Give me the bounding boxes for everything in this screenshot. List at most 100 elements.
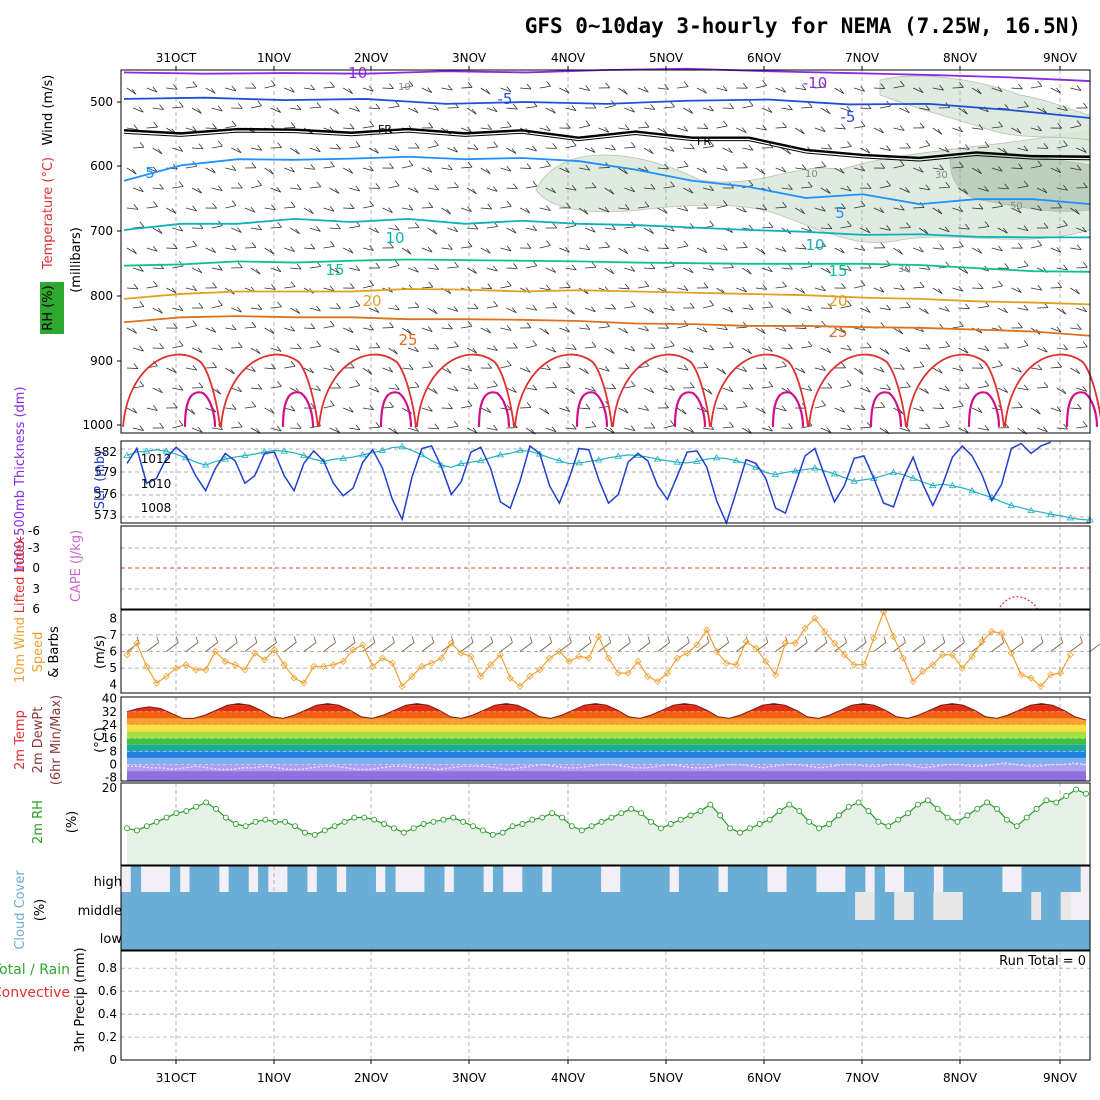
cloud-high-cell bbox=[355, 866, 367, 892]
wind-barb-flag bbox=[1042, 346, 1048, 353]
wind-barb bbox=[211, 347, 223, 351]
wind-barb bbox=[918, 387, 929, 394]
wind-barb bbox=[643, 107, 655, 110]
rh2m-marker bbox=[390, 825, 397, 832]
wind-barb-flag bbox=[218, 265, 223, 271]
wind10-barb bbox=[893, 642, 906, 652]
thickness-marker bbox=[536, 450, 544, 457]
wind-barb-flag bbox=[689, 347, 694, 353]
wind-barb-flag bbox=[153, 405, 158, 411]
cloud-low-cell bbox=[806, 920, 817, 950]
wind10-barb bbox=[696, 642, 710, 652]
wind-barb bbox=[991, 285, 1003, 289]
wind-barb-flag bbox=[800, 367, 806, 374]
cloud-mid-cell bbox=[943, 892, 954, 920]
wind-barb-flag bbox=[428, 202, 434, 208]
wind10-marker bbox=[575, 652, 583, 661]
wind10-barb bbox=[598, 642, 611, 652]
wind-barb-flag bbox=[375, 421, 381, 428]
wind-barb-flag bbox=[604, 206, 610, 213]
wind-barb-flag bbox=[197, 426, 203, 433]
wind-barb bbox=[500, 126, 512, 129]
wind-barb bbox=[801, 425, 813, 429]
rh2m-marker bbox=[262, 816, 269, 823]
wind-barb-flag bbox=[485, 168, 491, 174]
wind-barb-flag bbox=[257, 180, 262, 186]
contour-label: 25 bbox=[398, 331, 417, 349]
wind-barb-flag bbox=[178, 101, 184, 108]
wind-barb-flag bbox=[748, 224, 754, 231]
wind-barb-flag bbox=[709, 344, 715, 351]
wind-barb bbox=[860, 307, 871, 313]
wind-barb-flag bbox=[644, 245, 649, 252]
wind-barb bbox=[938, 147, 950, 153]
wind-barb bbox=[402, 165, 413, 169]
wind10-barb-flag bbox=[156, 636, 160, 643]
wind-barb bbox=[716, 247, 728, 251]
rh2m-marker bbox=[776, 808, 783, 815]
wind-barb-flag bbox=[231, 165, 237, 171]
wind-barb-flag bbox=[492, 106, 498, 113]
wind10-marker bbox=[221, 657, 229, 666]
wind-barb-flag bbox=[139, 141, 145, 148]
wind-barb bbox=[938, 387, 950, 392]
wind10-tick-label: 5 bbox=[109, 661, 117, 675]
wind-barb bbox=[388, 307, 400, 311]
wind-barb bbox=[938, 307, 950, 312]
wind-barb bbox=[932, 247, 944, 250]
wind-barb-flag bbox=[963, 188, 969, 195]
cloud-mid-cell bbox=[209, 892, 220, 920]
wind-barb-flag bbox=[821, 161, 827, 167]
wind-barb bbox=[912, 247, 924, 253]
temp2m-ylabel-c: (6hr Min/Max) bbox=[49, 695, 64, 785]
thickness-marker bbox=[732, 456, 740, 464]
rh2m-marker bbox=[825, 821, 832, 827]
wind-barb bbox=[971, 167, 982, 175]
wind-barb bbox=[997, 387, 1008, 393]
wind-barb-flag bbox=[276, 107, 281, 113]
wind-barb bbox=[1030, 245, 1042, 249]
wind-barb-flag bbox=[723, 244, 728, 251]
wind-barb bbox=[1011, 287, 1022, 294]
wind-barb-flag bbox=[761, 328, 766, 334]
wind-barb-flag bbox=[781, 246, 787, 252]
cloud-low-cell bbox=[551, 920, 562, 950]
wind-barb bbox=[343, 327, 354, 334]
wind10-marker bbox=[870, 634, 878, 642]
wind-barb-flag bbox=[428, 122, 434, 129]
wind-barb-flag bbox=[565, 326, 570, 333]
rh-contour-label: 10 bbox=[398, 82, 411, 93]
pressure-tick-label: 700 bbox=[90, 224, 113, 238]
wind-barb bbox=[362, 367, 373, 375]
wind-barb bbox=[814, 245, 826, 249]
wind10-barb-flag bbox=[804, 636, 808, 643]
wind-barb bbox=[382, 207, 393, 214]
cloud-low-cell bbox=[1070, 920, 1081, 950]
wind-barb-flag bbox=[846, 265, 852, 271]
wind-barb bbox=[618, 207, 630, 210]
wind-barb-flag bbox=[178, 420, 184, 426]
wind10-barb bbox=[834, 642, 847, 652]
wind-barb bbox=[264, 287, 276, 290]
wind-barb-flag bbox=[432, 308, 438, 315]
wind-barb-flag bbox=[310, 243, 316, 250]
wind-barb bbox=[801, 186, 813, 189]
wind10-barb bbox=[401, 642, 415, 652]
wind10-marker bbox=[162, 672, 170, 680]
wind-barb bbox=[997, 187, 1009, 190]
temp2m-tick-label: 8 bbox=[109, 744, 117, 758]
wind-barb-flag bbox=[1056, 167, 1061, 173]
cloud-high-cell bbox=[581, 866, 592, 892]
wind-barb bbox=[879, 185, 891, 189]
wind-barb-flag bbox=[1023, 101, 1029, 107]
wind-barb bbox=[624, 385, 636, 389]
temp-contour-35 bbox=[379, 391, 413, 427]
thickness-marker bbox=[948, 481, 957, 489]
thickness-marker bbox=[929, 481, 937, 489]
cloud-high-cell bbox=[727, 866, 739, 892]
wind-barb-flag bbox=[414, 142, 420, 149]
wind-barb-flag bbox=[374, 386, 380, 393]
cloud-mid-cell bbox=[904, 892, 915, 920]
wind-barb-flag bbox=[157, 148, 163, 155]
wind-barb-flag bbox=[807, 340, 813, 347]
